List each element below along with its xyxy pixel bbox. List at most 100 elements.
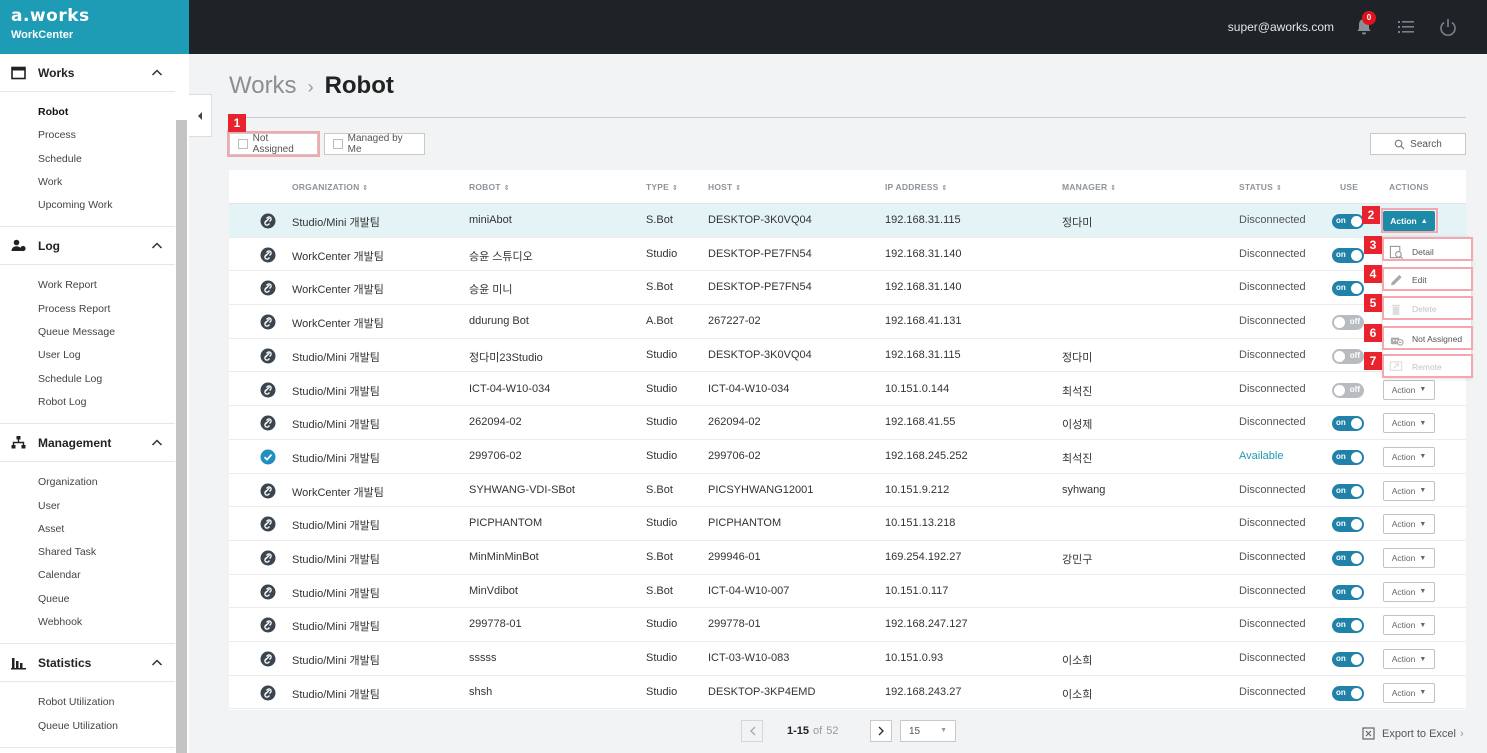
- sidebar-item-process-report[interactable]: Process Report: [38, 302, 111, 315]
- sidebar-item-work-report[interactable]: Work Report: [38, 279, 97, 292]
- action-button[interactable]: Action ▼: [1383, 548, 1435, 568]
- column-header-ip-address[interactable]: IP ADDRESS ⇕: [885, 182, 948, 192]
- search-button[interactable]: Search: [1370, 133, 1466, 155]
- action-button[interactable]: Action ▼: [1383, 446, 1435, 467]
- column-header-host[interactable]: HOST ⇕: [708, 182, 742, 192]
- column-header-manager[interactable]: MANAGER ⇕: [1062, 182, 1116, 192]
- sidebar-section-header-log[interactable]: Log: [0, 227, 175, 266]
- table-row[interactable]: Studio/Mini 개발팀 262094-02 Studio 262094-…: [229, 406, 1466, 440]
- column-header-type[interactable]: TYPE ⇕: [646, 182, 678, 192]
- chevron-up-icon: [151, 242, 163, 250]
- page-size-select[interactable]: 15 ▼: [900, 720, 956, 742]
- use-toggle[interactable]: on: [1332, 483, 1364, 499]
- brand[interactable]: a.works WorkCenter: [0, 0, 189, 54]
- prev-page-button[interactable]: [741, 720, 763, 742]
- sidebar-scrollbar[interactable]: [176, 120, 187, 753]
- sidebar-item-work[interactable]: Work: [38, 175, 63, 188]
- sidebar-section-header-management[interactable]: Management: [0, 424, 175, 463]
- action-button[interactable]: Action ▼: [1383, 480, 1435, 501]
- table-row[interactable]: Studio/Mini 개발팀 PICPHANTOM Studio PICPHA…: [229, 507, 1466, 541]
- export-excel-button[interactable]: Export to Excel ›: [1362, 727, 1464, 740]
- table-row[interactable]: Studio/Mini 개발팀 ICT-04-W10-034 Studio IC…: [229, 373, 1466, 407]
- use-toggle[interactable]: off: [1332, 348, 1364, 364]
- toggle-knob: [1351, 553, 1362, 564]
- table-row[interactable]: WorkCenter 개발팀 승윤 미니 S.Bot DESKTOP-PE7FN…: [229, 271, 1466, 306]
- use-toggle[interactable]: off: [1332, 315, 1364, 331]
- sidebar-collapse-button[interactable]: [189, 94, 212, 137]
- sidebar-item-robot[interactable]: Robot: [38, 106, 69, 118]
- action-menu-label: Edit: [1412, 275, 1427, 285]
- table-row[interactable]: Studio/Mini 개발팀 MinVdibot S.Bot ICT-04-W…: [229, 575, 1466, 609]
- sidebar-item-queue-utilization[interactable]: Queue Utilization: [38, 719, 118, 732]
- next-page-button[interactable]: [870, 720, 892, 742]
- sidebar-item-calendar[interactable]: Calendar: [38, 569, 81, 582]
- action-button[interactable]: Action ▼: [1383, 682, 1435, 703]
- sidebar-item-webhook[interactable]: Webhook: [38, 616, 83, 629]
- sidebar-item-shared-task[interactable]: Shared Task: [38, 546, 97, 559]
- sidebar-item-user-log[interactable]: User Log: [38, 349, 81, 362]
- use-toggle[interactable]: on: [1332, 517, 1364, 533]
- notification-button[interactable]: 0: [1354, 11, 1376, 37]
- action-button[interactable]: Action ▼: [1383, 649, 1435, 670]
- breadcrumb-parent[interactable]: Works: [229, 72, 297, 99]
- use-toggle[interactable]: on: [1332, 449, 1364, 465]
- sidebar-item-robot-utilization[interactable]: Robot Utilization: [38, 696, 115, 709]
- sort-icon: ⇕: [735, 185, 742, 192]
- action-button[interactable]: Action ▼: [1383, 514, 1435, 535]
- use-toggle[interactable]: on: [1332, 416, 1364, 432]
- managed-by-me-filter[interactable]: Managed by Me: [324, 133, 425, 155]
- toggle-knob: [1334, 350, 1345, 362]
- sidebar-section-header-statistics[interactable]: Statistics: [0, 644, 175, 683]
- table-row[interactable]: Studio/Mini 개발팀 shsh Studio DESKTOP-3KP4…: [229, 676, 1466, 710]
- action-button[interactable]: Action ▼: [1383, 615, 1435, 636]
- column-header-organization[interactable]: ORGANIZATION ⇕: [292, 182, 368, 192]
- table-row[interactable]: WorkCenter 개발팀 승윤 스튜디오 Studio DESKTOP-PE…: [229, 238, 1466, 272]
- table-row[interactable]: Studio/Mini 개발팀 MinMinMinBot S.Bot 29994…: [229, 541, 1466, 575]
- use-toggle[interactable]: on: [1332, 281, 1364, 297]
- use-toggle[interactable]: on: [1332, 584, 1364, 600]
- sidebar-item-upcoming-work[interactable]: Upcoming Work: [38, 199, 113, 212]
- sidebar-item-user[interactable]: User: [38, 499, 61, 512]
- action-button[interactable]: Action ▼: [1383, 413, 1435, 434]
- sidebar-item-organization[interactable]: Organization: [38, 476, 98, 489]
- action-menu-edit[interactable]: Edit: [1383, 266, 1471, 294]
- table-row[interactable]: Studio/Mini 개발팀 miniAbot S.Bot DESKTOP-3…: [229, 204, 1466, 238]
- not-assigned-checkbox[interactable]: [238, 139, 248, 149]
- action-button[interactable]: Action ▼: [1383, 379, 1435, 400]
- action-menu-not-assigned[interactable]: Not Assigned: [1383, 325, 1471, 353]
- sidebar-item-robot-log[interactable]: Robot Log: [38, 395, 87, 408]
- sidebar-item-queue-message[interactable]: Queue Message: [38, 326, 116, 339]
- sidebar-section-header-works[interactable]: Works: [0, 54, 175, 92]
- cell-host: 299706-02: [708, 449, 761, 462]
- managed-by-me-checkbox[interactable]: [333, 139, 343, 149]
- column-header-status[interactable]: STATUS ⇕: [1239, 182, 1282, 192]
- power-icon[interactable]: [1438, 17, 1458, 37]
- use-toggle[interactable]: on: [1332, 652, 1364, 668]
- sidebar-item-schedule-log[interactable]: Schedule Log: [38, 372, 103, 385]
- use-toggle[interactable]: on: [1332, 685, 1364, 701]
- action-button[interactable]: Action ▲: [1383, 211, 1435, 231]
- table-row[interactable]: Studio/Mini 개발팀 정다미23Studio Studio DESKT…: [229, 339, 1466, 373]
- sidebar-item-asset[interactable]: Asset: [38, 522, 65, 535]
- action-button[interactable]: Action ▼: [1383, 581, 1435, 602]
- table-row[interactable]: Studio/Mini 개발팀 sssss Studio ICT-03-W10-…: [229, 642, 1466, 676]
- sidebar-item-queue[interactable]: Queue: [38, 592, 70, 605]
- toggle-knob: [1351, 283, 1362, 295]
- use-toggle[interactable]: on: [1332, 214, 1364, 229]
- table-row[interactable]: Studio/Mini 개발팀 299778-01 Studio 299778-…: [229, 608, 1466, 643]
- use-toggle[interactable]: on: [1332, 247, 1364, 263]
- sidebar-item-schedule[interactable]: Schedule: [38, 152, 82, 165]
- table-row[interactable]: WorkCenter 개발팀 SYHWANG-VDI-SBot S.Bot PI…: [229, 474, 1466, 508]
- use-toggle[interactable]: on: [1332, 551, 1364, 566]
- not-assigned-filter[interactable]: Not Assigned: [229, 133, 318, 155]
- table-row[interactable]: WorkCenter 개발팀 ddurung Bot A.Bot 267227-…: [229, 305, 1466, 339]
- column-header-robot[interactable]: ROBOT ⇕: [469, 182, 510, 192]
- search-button-label: Search: [1410, 138, 1442, 150]
- use-toggle[interactable]: on: [1332, 618, 1364, 634]
- table-row[interactable]: Studio/Mini 개발팀 299706-02 Studio 299706-…: [229, 440, 1466, 474]
- sidebar-item-process[interactable]: Process: [38, 129, 76, 142]
- user-email[interactable]: super@aworks.com: [1227, 20, 1334, 34]
- list-icon[interactable]: [1396, 17, 1416, 37]
- action-menu-detail[interactable]: Detail: [1383, 238, 1471, 266]
- use-toggle[interactable]: off: [1332, 382, 1364, 398]
